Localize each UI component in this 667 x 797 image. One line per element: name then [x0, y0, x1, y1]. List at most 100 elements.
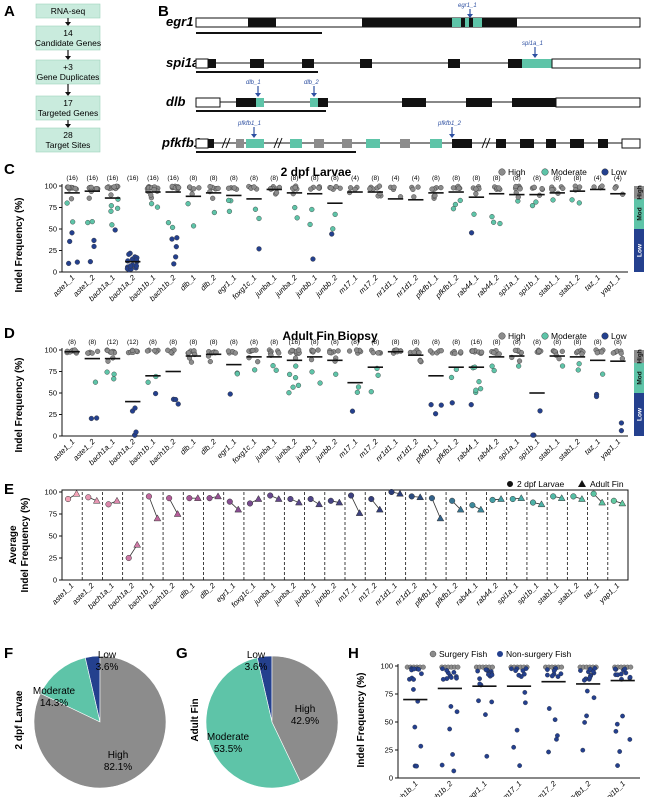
plotD-point-pfkfb1_2-2 — [452, 350, 458, 357]
plotD-point-egr1_1-6 — [234, 371, 240, 377]
plotE-larvae-rab44_1 — [469, 502, 476, 509]
plotE-adult-rab44_1 — [477, 505, 485, 513]
plotC-point-bach1a_1-14 — [109, 222, 115, 228]
plotD-point-spi1b_1-7 — [530, 432, 536, 438]
plotD-point-junba_1-3 — [276, 350, 282, 356]
plotE-link-pfkfb1_1 — [431, 498, 441, 519]
plotC-point-stab1_2-3 — [577, 184, 583, 190]
plotC-point-bach1a_1-13 — [108, 192, 114, 198]
plotC-point-m17_2-4 — [367, 186, 373, 192]
plotC-count-nr1d1_1: (4) — [392, 175, 400, 182]
plotD-xlabel-spi1a_1: spi1a_1 — [496, 437, 521, 462]
plotD-point-bach1b_1-7 — [145, 379, 151, 385]
plotC-count-yap1_1: (4) — [614, 175, 622, 182]
plotD-point-rab44_1-15 — [468, 402, 474, 408]
plotD-point-egr1_1-7 — [227, 391, 233, 397]
plotE-link-m17_1 — [350, 495, 360, 514]
plotD-count-bach1b_2: (8) — [169, 339, 177, 346]
plotC-point-bach1b_2-12 — [169, 236, 175, 242]
plotH-nonsurgery-spi1b_1-16 — [615, 763, 620, 768]
plotC-count-junba_1: (8) — [270, 175, 278, 182]
plotH-nonsurgery-pfkfb1_2-14 — [580, 747, 586, 753]
pieG-slice-moderate — [205, 657, 301, 789]
plotC-point-junbb_2-4 — [328, 185, 334, 191]
plotC-point-bach1a_2-15 — [127, 263, 134, 269]
plotD-point-yap1_1-3 — [610, 350, 616, 356]
plotD-point-taz_1-4 — [594, 350, 600, 356]
plotD-count-spi1b_1: (8) — [533, 339, 541, 346]
plotD-point-rab44_1-13 — [473, 387, 479, 393]
plotD-count-junbb_2: (8) — [331, 339, 339, 346]
plotH-surgery-bach1b_1-5 — [420, 664, 426, 670]
plotE-xlabel-yap1_1: yap1_1 — [597, 581, 622, 606]
plotD-point-foxg1c_1-4 — [250, 347, 256, 354]
panel-e-plot: 0255075100aste1_1aste1_2bach1a_1bach1a_2… — [44, 488, 629, 611]
plotD-point-pfkfb1_1-5 — [438, 402, 444, 408]
plotE-adult-yap1_1 — [618, 499, 627, 507]
pieF-label-low: Low — [98, 650, 117, 661]
plotH-nonsurgery-pfkfb1_2-10 — [592, 665, 598, 671]
plotH-nonsurgery-bach1b_1-12 — [412, 724, 418, 730]
plotD-classbar-mod-label: Mod — [637, 371, 644, 384]
pieF-pct-low: 3.6% — [96, 662, 119, 673]
flow-box-4 — [35, 95, 101, 121]
plotD-point-rab44_2-7 — [496, 351, 502, 357]
plotC-point-bach1b_2-15 — [173, 254, 179, 260]
site-label-egr1-1: egr1_1 — [458, 3, 477, 9]
plotE-adult-stab1_2 — [578, 495, 586, 502]
plotD-xlabel-stab1_2: stab1_2 — [556, 437, 582, 463]
plotH-nonsurgery-pfkfb1_2-15 — [591, 695, 597, 701]
plotC-point-pfkfb1_2-7 — [457, 197, 463, 204]
plotC-point-spi1b_1-3 — [531, 184, 537, 190]
plotE-ytick-label-50: 50 — [49, 532, 57, 541]
plotD-point-spi1a_1-7 — [516, 363, 522, 369]
plotC-point-aste1_1-10 — [64, 200, 70, 206]
plotC-point-rab44_1-6 — [471, 211, 477, 217]
plotD-point-stab1_2-6 — [575, 367, 581, 373]
plotE-larvae-bach1a_1 — [105, 501, 112, 508]
plotC-xlabel-junba_1: junba_1 — [252, 273, 278, 299]
pieF-pct-high: 82.1% — [104, 762, 132, 773]
legend-low: Low — [611, 167, 627, 177]
plotC-point-pfkfb1_1-4 — [429, 186, 435, 192]
plotD-point-bach1a_1-7 — [111, 376, 117, 382]
plotD-point-m17_1-5 — [349, 408, 356, 414]
plotE-adult-bach1b_1 — [153, 514, 162, 522]
plotD-count-nr1d1_2: (8) — [412, 339, 420, 346]
plotH-ytick-label-50: 50 — [385, 718, 393, 727]
plotD-point-junba_2-14 — [293, 363, 299, 369]
plotD-point-dlb_2-6 — [207, 358, 213, 365]
plotD-point-junba_2-8 — [289, 347, 295, 354]
plotC-point-aste1_2-14 — [87, 259, 93, 265]
plotD-point-yap1_1-5 — [619, 355, 625, 362]
plotC-count-bach1a_2: (16) — [127, 175, 139, 182]
plotC-point-aste1_2-9 — [91, 243, 97, 250]
plotE-larvae-taz_1 — [590, 490, 597, 497]
plotD-point-junbb_2-7 — [332, 358, 338, 364]
plotC-ytick-label-50: 50 — [49, 225, 57, 234]
plotE-ytick-label-100: 100 — [44, 488, 57, 497]
plotD-point-m17_2-7 — [375, 372, 381, 378]
plotE-adult-bach1a_1 — [113, 496, 121, 504]
plotD-point-bach1a_1-9 — [105, 358, 111, 364]
panel-label-g: G — [176, 645, 188, 662]
plotD-ytick-label-0: 0 — [53, 432, 57, 441]
legend-high-d: High — [508, 331, 526, 341]
flow-arrowhead-4 — [65, 124, 71, 128]
plotC-xlabel-junbb_1: junbb_1 — [293, 273, 319, 299]
plotC-point-bach1b_1-15 — [154, 204, 161, 210]
plotH-nonsurgery-pfkfb1_2-13 — [584, 688, 590, 694]
plotC-point-rab44_2-4 — [496, 185, 502, 191]
plotC-point-aste1_2-11 — [85, 219, 91, 226]
plotD-xlabel-rab44_2: rab44_2 — [475, 437, 502, 464]
plotD-point-taz_1-5 — [600, 371, 606, 377]
plotC-count-bach1b_2: (16) — [167, 175, 179, 182]
plotE-adult-aste1_1 — [72, 489, 81, 497]
plotC-point-bach1b_2-10 — [165, 220, 172, 226]
plotD-point-spi1b_1-6 — [537, 408, 543, 414]
plotD-point-spi1a_1-4 — [512, 347, 519, 353]
legend-moderate-d: Moderate — [551, 331, 587, 341]
plotD-xlabel-dlb_1: dlb_1 — [178, 437, 198, 457]
plotC-point-m17_1-1 — [347, 185, 354, 191]
plotC-point-aste1_1-5 — [72, 185, 78, 192]
